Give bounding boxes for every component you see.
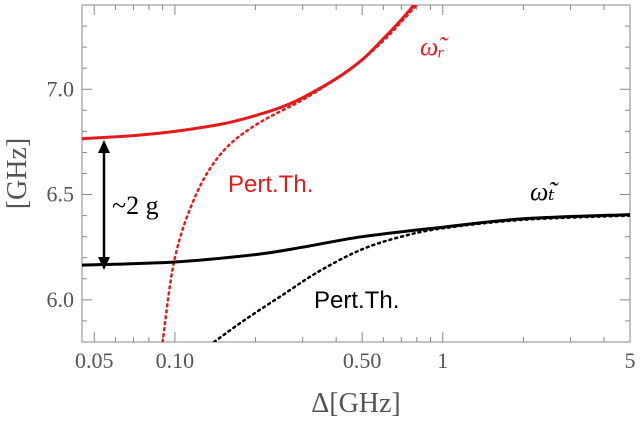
pert-th-black-label: Pert.Th. [314, 287, 399, 314]
pert-th-red-label: Pert.Th. [228, 171, 313, 198]
series-line-2 [161, 5, 419, 342]
x-tick-label: 0.10 [156, 348, 195, 373]
y-tick-label: 7.0 [47, 76, 75, 101]
annotations: ω̃ᵣ ω̃ₜ Pert.Th. Pert.Th. ~2 g [98, 32, 559, 314]
series-line-1 [82, 5, 416, 141]
x-axis-label: Δ[GHz] [311, 388, 401, 419]
omega-t-label: ω̃ₜ [530, 177, 559, 206]
series-line-3 [82, 213, 630, 267]
y-tick-label: 6.0 [47, 287, 75, 312]
axes: 0.05 0.10 0.50 1 5 6.0 6.5 7.0 Δ[GHz] [GHz] [2, 4, 636, 419]
series-layer [82, 5, 630, 342]
coupling-label: ~2 g [112, 191, 159, 220]
y-axis-label: [GHz] [2, 138, 33, 210]
x-tick-label: 1 [437, 348, 448, 373]
series-line-4 [212, 214, 630, 342]
x-tick-label: 0.50 [343, 348, 382, 373]
x-tick-label: 5 [625, 348, 636, 373]
omega-r-label: ω̃ᵣ [420, 32, 449, 61]
coupling-arrow [98, 140, 110, 270]
x-tick-label: 0.05 [75, 348, 114, 373]
y-tick-label: 6.5 [47, 182, 75, 207]
